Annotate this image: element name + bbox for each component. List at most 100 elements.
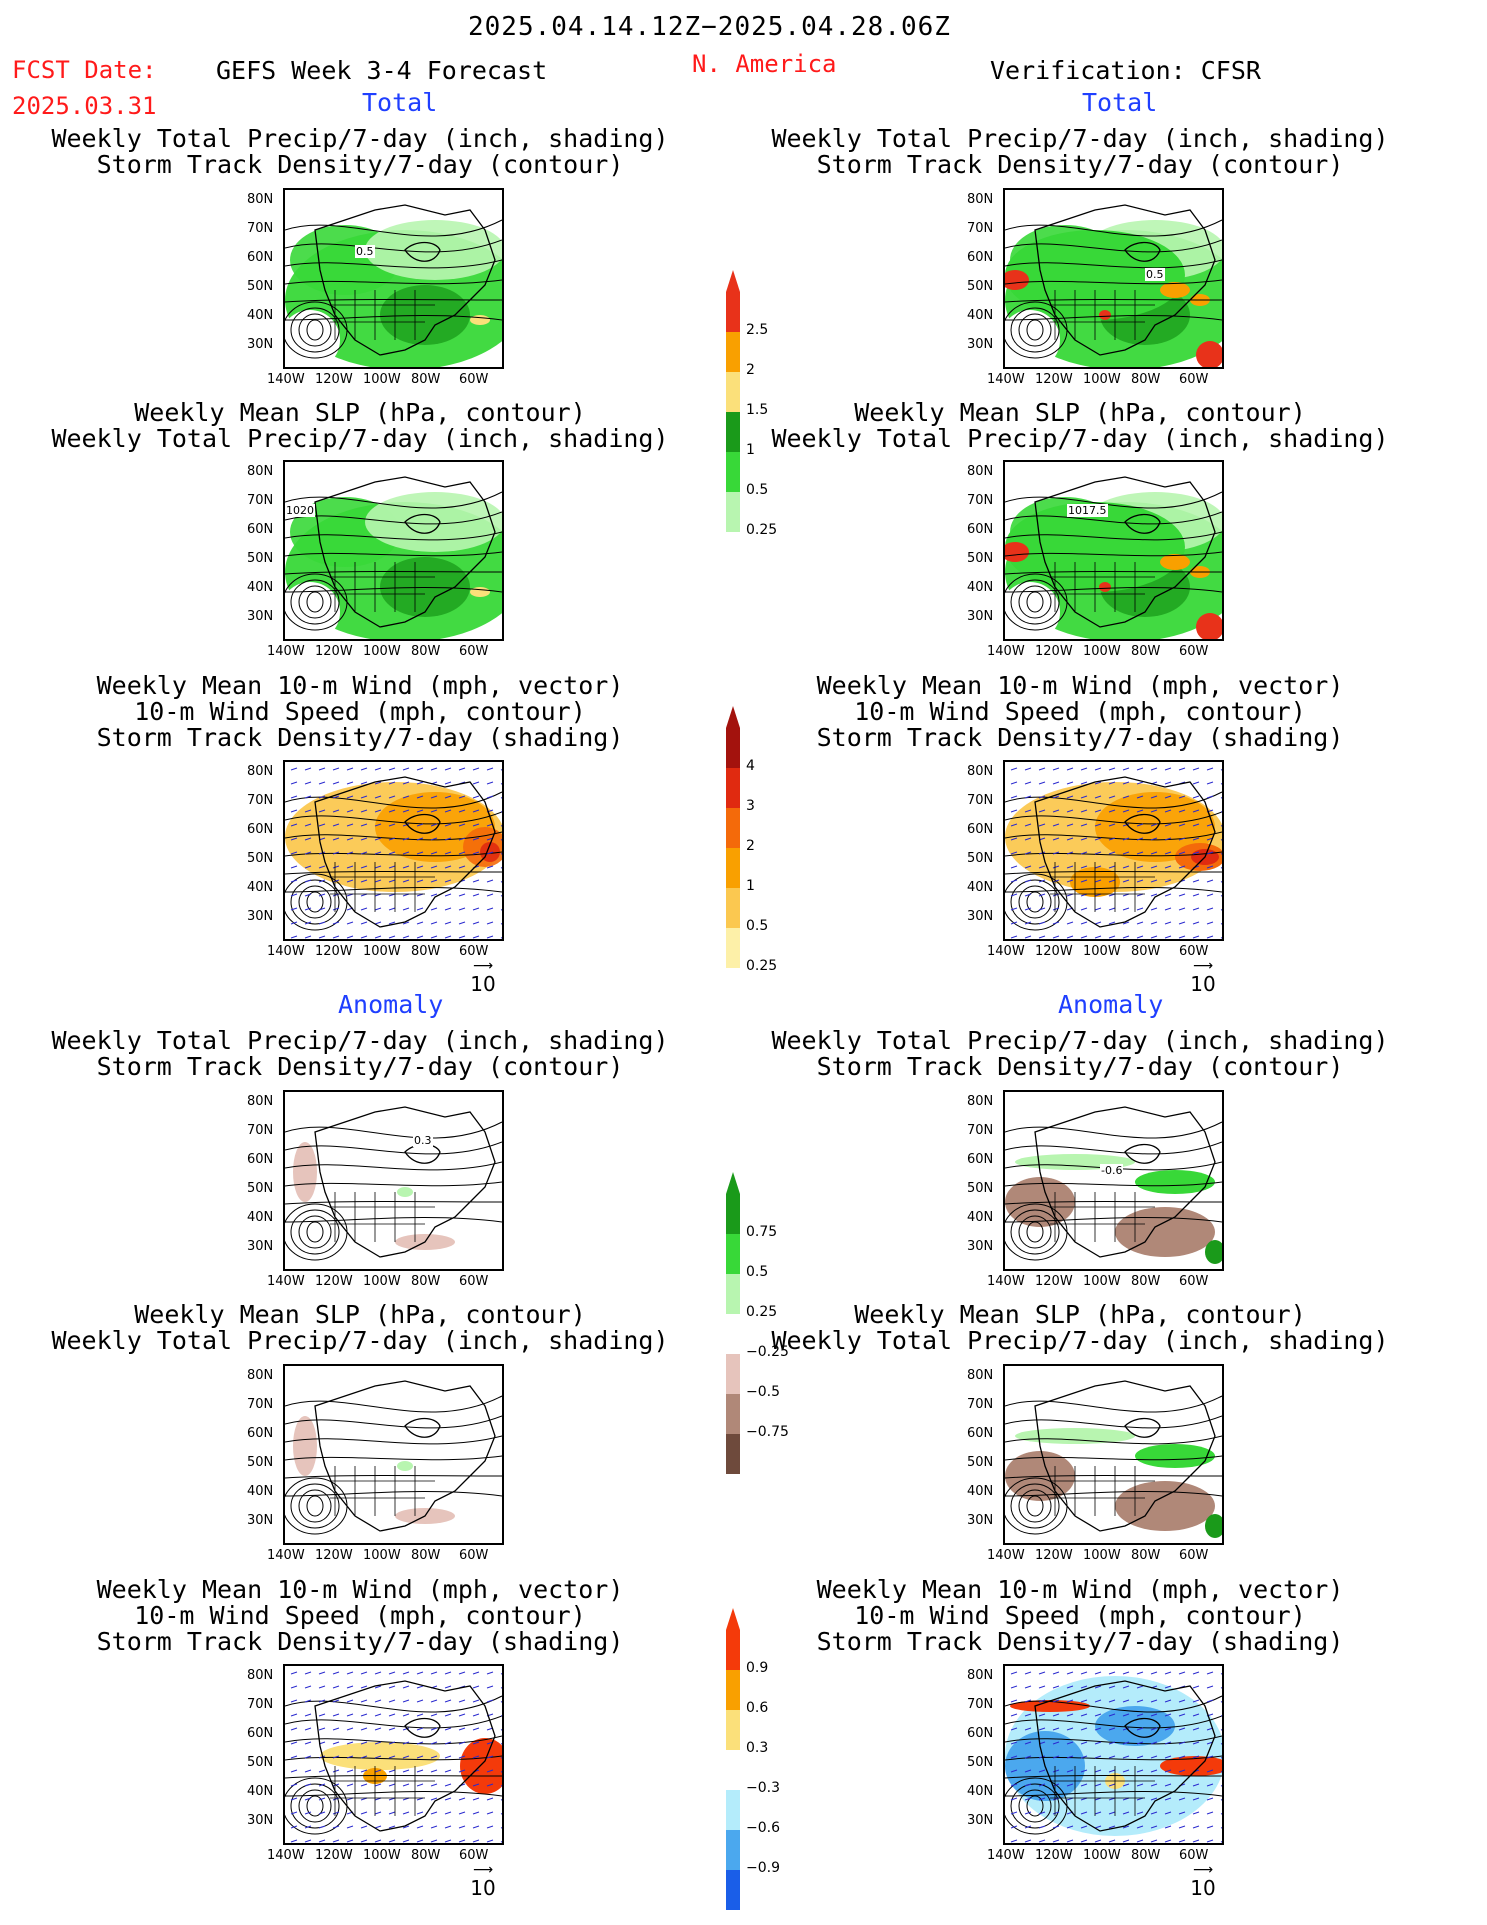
forecast-title: GEFS Week 3-4 Forecast bbox=[216, 56, 548, 85]
lon-tick-label: 120W bbox=[1035, 372, 1073, 387]
vector-reference-value: 10 bbox=[1190, 972, 1216, 996]
lat-tick-label: 40N bbox=[247, 308, 274, 323]
lon-tick-label: 80W bbox=[1131, 372, 1161, 387]
lon-tick-label: 120W bbox=[1035, 1548, 1073, 1563]
lon-tick-label: 120W bbox=[315, 1274, 353, 1289]
panel-title-line: Weekly Mean SLP (hPa, contour) bbox=[854, 1300, 1306, 1329]
shading-region bbox=[1095, 1706, 1175, 1746]
map-panel bbox=[1003, 1364, 1224, 1545]
lat-tick-label: 70N bbox=[967, 793, 994, 808]
lon-tick-label: 140W bbox=[267, 372, 305, 387]
lon-tick-label: 60W bbox=[459, 644, 489, 659]
shading-region bbox=[397, 1461, 413, 1471]
colorbar-segment bbox=[726, 1314, 740, 1354]
lon-tick-label: 100W bbox=[363, 372, 401, 387]
lon-tick-label: 80W bbox=[1131, 644, 1161, 659]
shading-region bbox=[1015, 1428, 1135, 1444]
lon-tick-label: 100W bbox=[1083, 1274, 1121, 1289]
lon-tick-label: 100W bbox=[363, 944, 401, 959]
shading-region bbox=[470, 315, 490, 325]
colorbar-label: −0.3 bbox=[746, 1780, 780, 1796]
reference-arrow-icon: ⟶ bbox=[1192, 958, 1214, 974]
panel-title-line: Weekly Mean 10-m Wind (mph, vector) bbox=[96, 1575, 624, 1604]
lat-tick-label: 70N bbox=[967, 221, 994, 236]
coastline-outline bbox=[1034, 1680, 1216, 1832]
lat-tick-label: 30N bbox=[247, 1239, 274, 1254]
shading-region bbox=[1160, 282, 1190, 298]
panel-title-line: Weekly Mean SLP (hPa, contour) bbox=[134, 398, 586, 427]
lat-tick-label: 70N bbox=[247, 1397, 274, 1412]
panel-title-line: 10-m Wind Speed (mph, contour) bbox=[854, 697, 1306, 726]
coastline-outline bbox=[314, 1380, 496, 1532]
panel-title-line: Weekly Total Precip/7-day (inch, shading… bbox=[771, 424, 1389, 453]
lon-tick-label: 100W bbox=[1083, 1548, 1121, 1563]
lat-tick-label: 80N bbox=[247, 1094, 274, 1109]
lat-tick-label: 80N bbox=[247, 192, 274, 207]
panel-title-line: Storm Track Density/7-day (contour) bbox=[96, 1052, 624, 1081]
section-total-right: Total bbox=[1082, 88, 1158, 117]
lat-tick-label: 50N bbox=[247, 551, 274, 566]
lon-tick-label: 80W bbox=[1131, 1848, 1161, 1863]
lat-tick-label: 60N bbox=[967, 1426, 994, 1441]
panel-title-line: Storm Track Density/7-day (shading) bbox=[96, 723, 624, 752]
lon-tick-label: 140W bbox=[987, 1548, 1025, 1563]
lat-tick-label: 60N bbox=[247, 1426, 274, 1441]
lat-tick-label: 30N bbox=[247, 337, 274, 352]
contour-lines bbox=[285, 1395, 502, 1535]
panel-title-line: Storm Track Density/7-day (shading) bbox=[816, 723, 1344, 752]
map-panel: 0.5 bbox=[1003, 188, 1224, 369]
panel-title-line: Weekly Mean 10-m Wind (mph, vector) bbox=[816, 1575, 1344, 1604]
lat-tick-label: 70N bbox=[247, 793, 274, 808]
lat-tick-label: 70N bbox=[967, 1123, 994, 1138]
colorbar-label: 0.6 bbox=[746, 1700, 769, 1716]
panel-title-line: Weekly Mean 10-m Wind (mph, vector) bbox=[816, 671, 1344, 700]
shading-region bbox=[1160, 1756, 1222, 1776]
region-title: N. America bbox=[692, 50, 837, 78]
colorbar-segment bbox=[726, 768, 740, 808]
colorbar-segment bbox=[726, 492, 740, 532]
reference-arrow-icon: ⟶ bbox=[472, 1862, 494, 1878]
colorbar-segment bbox=[726, 1790, 740, 1830]
vector-reference: ⟶ 10 bbox=[463, 1862, 503, 1900]
shading-region bbox=[1099, 310, 1111, 320]
panel-title-line: Weekly Total Precip/7-day (inch, shading… bbox=[51, 1026, 669, 1055]
lat-tick-label: 50N bbox=[967, 551, 994, 566]
lon-tick-label: 120W bbox=[315, 1848, 353, 1863]
lat-tick-label: 30N bbox=[967, 909, 994, 924]
section-total-left: Total bbox=[362, 88, 438, 117]
lat-tick-label: 50N bbox=[967, 1455, 994, 1470]
lat-tick-label: 80N bbox=[247, 1368, 274, 1383]
lon-tick-label: 100W bbox=[363, 1848, 401, 1863]
lon-tick-label: 140W bbox=[987, 644, 1025, 659]
lon-tick-label: 60W bbox=[459, 1848, 489, 1863]
lat-tick-label: 80N bbox=[967, 192, 994, 207]
contour-label: 0.5 bbox=[1145, 268, 1165, 281]
lat-tick-label: 70N bbox=[247, 493, 274, 508]
lon-tick-label: 80W bbox=[411, 1548, 441, 1563]
colorbar-segment bbox=[726, 292, 740, 332]
shading-region bbox=[285, 882, 365, 939]
colorbar-segment bbox=[726, 888, 740, 928]
lat-tick-label: 50N bbox=[967, 851, 994, 866]
lat-tick-label: 40N bbox=[247, 1784, 274, 1799]
shading-region bbox=[365, 220, 502, 280]
lat-tick-label: 60N bbox=[247, 250, 274, 265]
lon-tick-label: 120W bbox=[1035, 944, 1073, 959]
colorbar-segment bbox=[726, 1274, 740, 1314]
colorbar-label: 0.9 bbox=[746, 1660, 769, 1676]
shading-region bbox=[460, 1738, 502, 1794]
panel-title-line: Weekly Total Precip/7-day (inch, shading… bbox=[771, 1026, 1389, 1055]
lat-tick-label: 70N bbox=[967, 1697, 994, 1712]
coastline-outline bbox=[1034, 476, 1216, 628]
lat-tick-label: 70N bbox=[967, 1397, 994, 1412]
coastline-outline bbox=[1034, 776, 1216, 928]
colorbar-label: 0.25 bbox=[746, 522, 778, 538]
lat-tick-label: 50N bbox=[247, 851, 274, 866]
fcst-date-value: 2025.03.31 bbox=[12, 92, 157, 120]
colorbar-label: 0.25 bbox=[746, 1304, 778, 1320]
lon-tick-label: 120W bbox=[315, 372, 353, 387]
contour-lines bbox=[1005, 1695, 1222, 1835]
panel-title-line: Weekly Mean SLP (hPa, contour) bbox=[854, 398, 1306, 427]
colorbar-label: 2.5 bbox=[746, 322, 769, 338]
coastline-outline bbox=[314, 204, 496, 356]
